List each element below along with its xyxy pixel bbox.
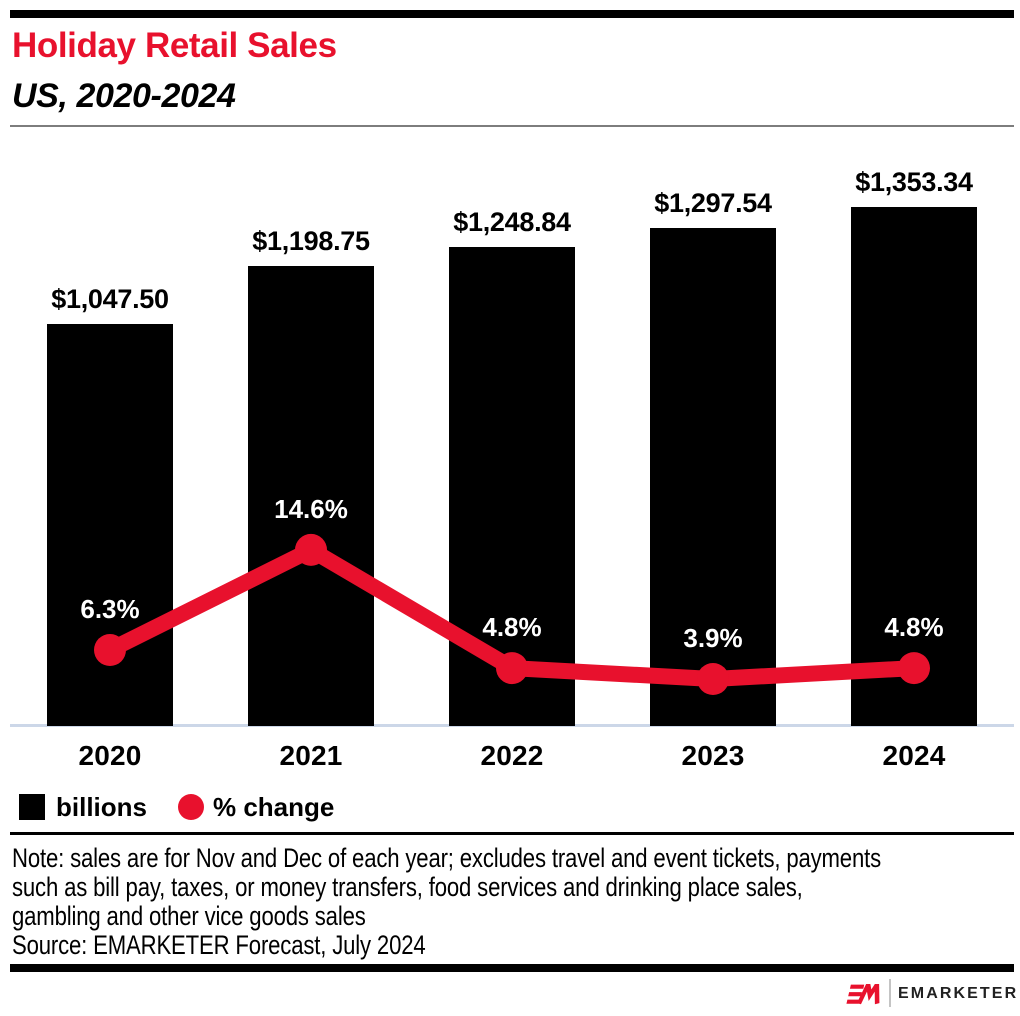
billions-legend-label: billions [56,792,147,822]
x-axis-label-2024: 2024 [882,740,946,771]
note-line: such as bill pay, taxes, or money transf… [12,872,803,902]
footnote: Note: sales are for Nov and Dec of each … [12,844,1020,960]
pct-label-2022: 4.8% [482,612,542,643]
emarketer-logo-icon [846,984,880,1005]
pct-change-line [94,533,930,695]
x-axis-label-2020: 2020 [78,740,142,771]
top-rule [10,10,1014,18]
pct-label-2024: 4.8% [884,612,944,643]
pct-change-legend-swatch [178,794,204,820]
bar-2021 [248,266,374,726]
footnote-divider [10,832,1014,835]
line-marker-2023 [697,663,729,695]
bar-2024 [851,207,977,726]
x-axis-label-2022: 2022 [480,740,544,771]
x-axis-label-2021: 2021 [279,740,343,771]
source-line: Source: EMARKETER Forecast, July 2024 [12,930,426,960]
bar-value-label-2022: $1,248.84 [453,207,571,237]
header-divider [10,125,1014,127]
logo-divider [889,979,891,1007]
line-marker-2022 [496,652,528,685]
pct-label-2023: 3.9% [683,622,743,653]
pct-label-2020: 6.3% [80,594,140,625]
bar-value-label-2020: $1,047.50 [51,284,169,314]
note-line: gambling and other vice goods sales [12,901,366,931]
pct-label-2021: 14.6% [274,493,348,524]
x-axis-label-2023: 2023 [681,740,745,771]
chart-title: Holiday Retail Sales [12,26,337,65]
chart-subtitle: US, 2020-2024 [12,77,236,115]
bar-value-label-2024: $1,353.34 [855,167,973,197]
bar-2023 [650,228,776,726]
billions-legend-swatch [19,794,45,820]
note-line: Note: sales are for Nov and Dec of each … [12,843,881,873]
bar-value-label-2023: $1,297.54 [654,188,772,218]
brand-name: EMARKETER [898,985,1019,1002]
line-marker-2021 [295,533,327,566]
line-marker-2020 [94,634,126,666]
pct-change-legend-label: % change [213,792,335,822]
bar-value-label-2021: $1,198.75 [252,226,370,256]
holiday-retail-sales-chart: $1,047.50 $1,198.75 $1,248.84 $1,297.54 $1,3… [10,130,1014,727]
line-marker-2024 [898,652,930,685]
bottom-rule [10,964,1014,972]
